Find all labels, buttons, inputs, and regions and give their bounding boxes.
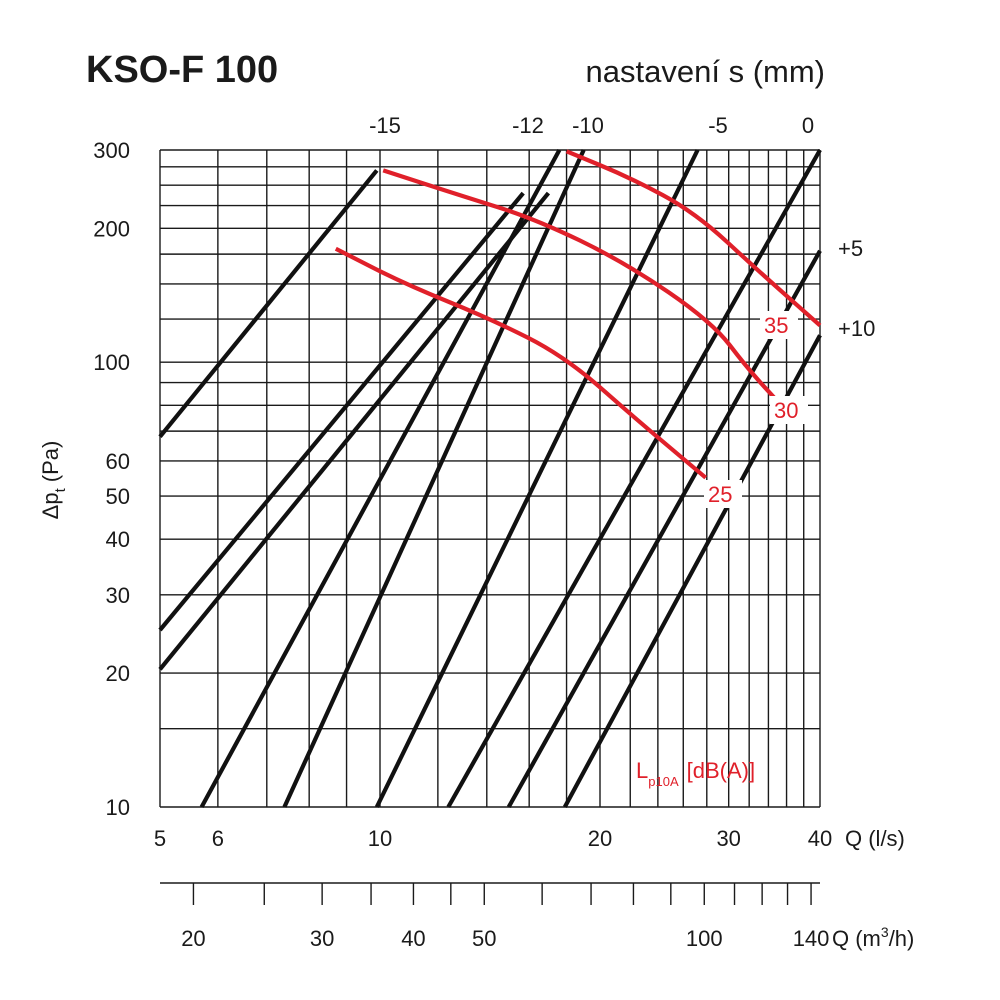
x2-tick-label: 30 bbox=[310, 926, 334, 951]
setting-line bbox=[199, 148, 562, 809]
noise-curve-label: 25 bbox=[708, 482, 732, 507]
noise-curves bbox=[334, 149, 822, 480]
y-axis-label-symbol: Δp bbox=[38, 492, 63, 519]
setting-label: -15 bbox=[369, 113, 401, 138]
noise-label-background bbox=[704, 480, 742, 508]
svg-text:Δpt(Pa): Δpt (Pa) bbox=[38, 441, 69, 520]
chart-subtitle: nastavení s (mm) bbox=[586, 54, 825, 89]
x-tick-label: 5 bbox=[154, 826, 166, 851]
x-axis-label: Q (l/s) bbox=[845, 826, 905, 851]
y-tick-label: 50 bbox=[106, 484, 130, 509]
x-tick-label: 10 bbox=[368, 826, 392, 851]
y-tick-label: 300 bbox=[93, 138, 130, 163]
x2-tick-label: 50 bbox=[472, 926, 496, 951]
noise-legend-subscript: p10A bbox=[648, 774, 679, 789]
chart-grid bbox=[159, 149, 821, 905]
x-tick-label: 30 bbox=[716, 826, 740, 851]
svg-text:Lp10A[dB(A)]: Lp10A [dB(A)] bbox=[636, 758, 755, 789]
noise-label-background bbox=[770, 396, 808, 424]
x2-axis-label-prefix: Q (m bbox=[832, 926, 881, 951]
x2-axis-label-superscript: 3 bbox=[881, 924, 889, 940]
y-tick-label: 10 bbox=[106, 795, 130, 820]
y-tick-label: 30 bbox=[106, 583, 130, 608]
y-tick-label: 60 bbox=[106, 449, 130, 474]
x2-axis-label: Q (m3/h) bbox=[832, 924, 914, 951]
x2-tick-label: 40 bbox=[401, 926, 425, 951]
setting-label: +10 bbox=[838, 316, 875, 341]
noise-curve-label: 30 bbox=[774, 398, 798, 423]
y-tick-label: 20 bbox=[106, 661, 130, 686]
noise-curve-label: 35 bbox=[764, 313, 788, 338]
x-tick-label: 40 bbox=[808, 826, 832, 851]
noise-legend: Lp10A [dB(A)] bbox=[636, 758, 755, 789]
x2-tick-label: 140 bbox=[793, 926, 830, 951]
y-tick-label: 40 bbox=[106, 527, 130, 552]
x2-axis-label-suffix: /h) bbox=[889, 926, 915, 951]
setting-line bbox=[158, 191, 525, 632]
noise-label-background bbox=[760, 311, 798, 339]
y-axis-label-subscript: t bbox=[52, 487, 69, 492]
noise-curve bbox=[334, 246, 708, 480]
x2-tick-label: 100 bbox=[686, 926, 723, 951]
x-tick-label: 6 bbox=[212, 826, 224, 851]
setting-line bbox=[158, 169, 379, 439]
y-axis-label-unit: (Pa) bbox=[38, 441, 63, 483]
setting-label: -5 bbox=[708, 113, 728, 138]
noise-curve bbox=[565, 149, 822, 327]
noise-curve bbox=[382, 168, 783, 407]
noise-legend-symbol: L bbox=[636, 758, 648, 783]
noise-legend-unit: [dB(A)] bbox=[687, 758, 755, 783]
y-tick-label: 200 bbox=[93, 216, 130, 241]
setting-lines bbox=[158, 148, 822, 809]
setting-label: -10 bbox=[572, 113, 604, 138]
setting-line bbox=[158, 191, 551, 671]
setting-label: 0 bbox=[802, 113, 814, 138]
setting-line bbox=[374, 149, 700, 808]
y-axis-label: Δpt (Pa) bbox=[38, 441, 69, 520]
setting-label: -12 bbox=[512, 113, 544, 138]
setting-line bbox=[506, 249, 822, 809]
x2-tick-label: 20 bbox=[181, 926, 205, 951]
setting-label: +5 bbox=[838, 236, 863, 261]
setting-line bbox=[282, 149, 586, 808]
y-tick-label: 100 bbox=[93, 350, 130, 375]
x-tick-label: 20 bbox=[588, 826, 612, 851]
setting-line bbox=[446, 148, 822, 809]
chart-title: KSO-F 100 bbox=[86, 49, 278, 91]
